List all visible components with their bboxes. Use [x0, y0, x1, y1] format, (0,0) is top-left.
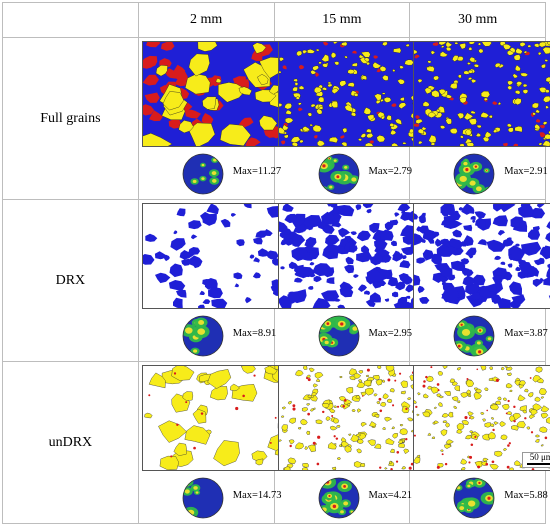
row-undrx: unDRX Max=14.73 Max=4.21 50 μm Max=5.88 [2, 361, 550, 524]
max-intensity-label: Max=4.21 [368, 490, 413, 501]
pole-figure-disc [318, 315, 359, 357]
column-header-2mm: 2 mm [137, 2, 275, 38]
microstructure-texture [414, 204, 550, 308]
corner-cell [2, 2, 139, 38]
row-label-undrx: unDRX [2, 361, 139, 524]
panel-full-30mm: Max=2.91 [409, 37, 550, 200]
microstructure-map [413, 203, 550, 309]
pole-figure-disc [453, 153, 495, 195]
pole-figure-disc [182, 315, 224, 357]
microstructure-map [141, 41, 295, 147]
pole-figure-disc [182, 153, 224, 195]
microstructure-texture [142, 366, 294, 470]
row-full-grains: Full grains Max=11.27 Max=2.79 Max=2.91 [2, 37, 550, 200]
scale-bar-line [527, 463, 550, 465]
max-intensity-label: Max=5.88 [504, 490, 548, 501]
microstructure-texture [278, 204, 430, 308]
max-intensity-label: Max=11.27 [232, 166, 282, 177]
pole-figure [181, 314, 225, 358]
row-label-drx: DRX [2, 199, 139, 362]
microstructure-map [413, 41, 550, 147]
pole-figure [181, 152, 225, 196]
pole-figure [317, 152, 361, 196]
column-header-30mm: 30 mm [409, 2, 546, 38]
panel-undrx-15mm: Max=4.21 [273, 361, 431, 524]
pole-figure-disc [318, 153, 359, 195]
panel-drx-2mm: Max=8.91 [137, 199, 295, 362]
max-intensity-label: Max=2.91 [504, 166, 548, 177]
panel-drx-30mm: Max=3.87 [409, 199, 550, 362]
microstructure-map [277, 203, 431, 309]
header-row: 2 mm 15 mm 30 mm [2, 2, 546, 38]
pole-figure [452, 476, 496, 520]
panel-undrx-30mm: 50 μm Max=5.88 [409, 361, 550, 524]
pole-figure-disc [318, 477, 359, 519]
microstructure-texture [278, 42, 430, 146]
pole-figure-disc [182, 477, 224, 519]
microstructure-texture [278, 366, 430, 470]
microstructure-texture [414, 42, 550, 146]
panel-full-2mm: Max=11.27 [137, 37, 295, 200]
pole-figure [317, 476, 361, 520]
pole-figure [317, 314, 361, 358]
max-intensity-label: Max=3.87 [504, 328, 548, 339]
pole-figure-disc [453, 315, 495, 357]
panel-full-15mm: Max=2.79 [273, 37, 431, 200]
microstructure-texture [142, 42, 294, 146]
row-drx: DRX Max=8.91 Max=2.95 Max=3.87 [2, 199, 550, 362]
max-intensity-label: Max=2.79 [368, 166, 413, 177]
pole-figure [181, 476, 225, 520]
max-intensity-label: Max=14.73 [232, 490, 282, 501]
column-header-15mm: 15 mm [273, 2, 411, 38]
max-intensity-label: Max=8.91 [232, 328, 277, 339]
scale-bar-label: 50 μm [529, 452, 550, 462]
pole-figure [452, 314, 496, 358]
pole-figure [452, 152, 496, 196]
pole-figure-disc [453, 477, 495, 519]
microstructure-map [141, 365, 295, 471]
microstructure-map [277, 365, 431, 471]
microstructure-texture [142, 204, 294, 308]
panel-undrx-2mm: Max=14.73 [137, 361, 295, 524]
max-intensity-label: Max=2.95 [368, 328, 413, 339]
scale-bar: 50 μm [522, 452, 550, 468]
row-label-full-grains: Full grains [2, 37, 139, 200]
panel-drx-15mm: Max=2.95 [273, 199, 431, 362]
microstructure-map [277, 41, 431, 147]
microstructure-map [141, 203, 295, 309]
